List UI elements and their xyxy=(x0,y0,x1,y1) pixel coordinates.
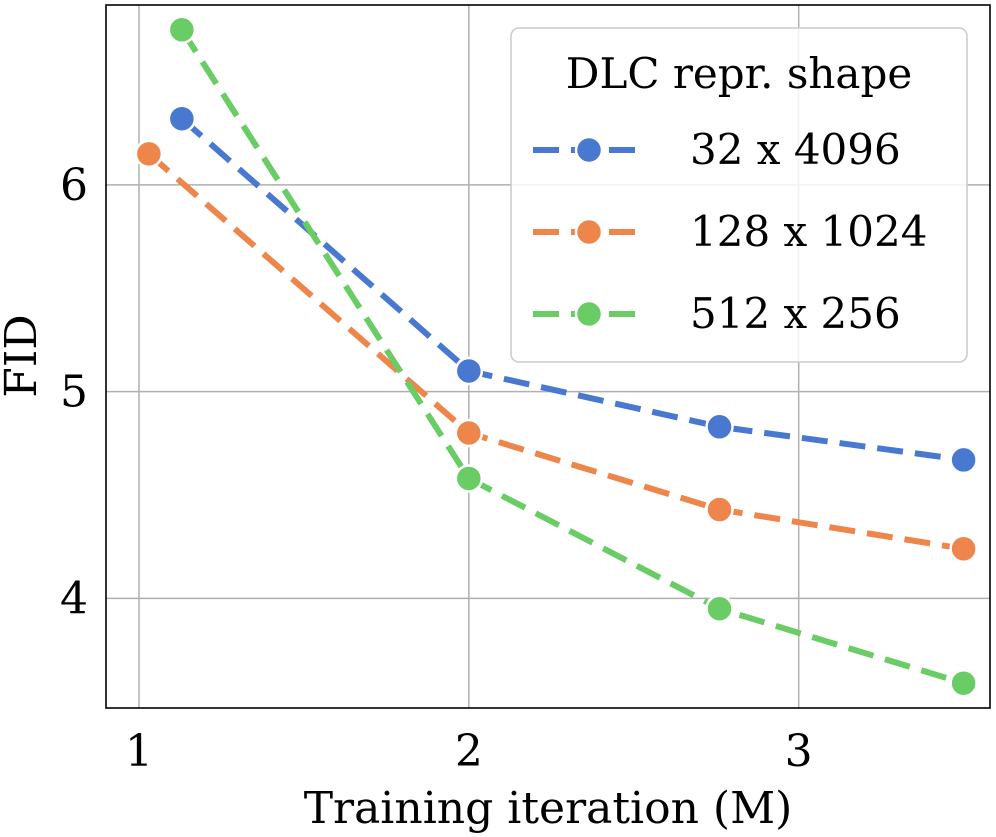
x-tick-label: 3 xyxy=(785,726,813,777)
series-line xyxy=(179,116,965,463)
series-layer xyxy=(134,15,978,698)
data-point xyxy=(167,104,197,133)
legend-entry: 128 x 1024 xyxy=(533,207,927,256)
legend-swatch-marker xyxy=(574,299,604,329)
legend-title: DLC repr. shape xyxy=(566,49,912,98)
data-point xyxy=(167,15,197,45)
data-point xyxy=(705,594,734,624)
tick-layer: 1 2 3 4 5 6 xyxy=(60,160,813,777)
legend-entry: 32 x 4096 xyxy=(533,125,901,174)
data-point xyxy=(949,668,978,698)
legend-entry: 512 x 256 xyxy=(533,289,901,338)
data-point xyxy=(454,464,484,493)
legend-box xyxy=(510,27,968,363)
legend: DLC repr. shape 32 x 4096 128 x 1024 512 x… xyxy=(510,27,968,363)
series-line xyxy=(179,28,965,687)
y-axis-label: FID xyxy=(0,314,47,397)
data-point xyxy=(454,356,484,386)
legend-swatch-marker xyxy=(574,217,604,247)
plot-frame xyxy=(105,4,991,709)
data-point xyxy=(705,412,734,442)
legend-label: 512 x 256 xyxy=(690,289,901,338)
y-tick-label: 4 xyxy=(60,573,88,624)
data-point xyxy=(134,139,164,169)
series-group xyxy=(134,139,978,564)
series-group xyxy=(167,104,978,475)
y-tick-label: 6 xyxy=(60,160,88,211)
legend-label: 128 x 1024 xyxy=(690,207,927,256)
data-point xyxy=(454,418,484,448)
data-point xyxy=(949,445,978,475)
data-point xyxy=(705,495,734,524)
x-tick-label: 2 xyxy=(455,726,483,777)
series-group xyxy=(167,15,978,698)
legend-swatch-marker xyxy=(574,135,604,165)
x-axis-label: Training iteration (M) xyxy=(304,783,793,834)
x-tick-label: 1 xyxy=(125,726,153,777)
legend-entries: 32 x 4096 128 x 1024 512 x 256 xyxy=(533,125,927,338)
legend-label: 32 x 4096 xyxy=(690,125,901,174)
y-tick-label: 5 xyxy=(60,367,88,418)
series-line xyxy=(146,151,965,552)
data-point xyxy=(949,534,978,564)
